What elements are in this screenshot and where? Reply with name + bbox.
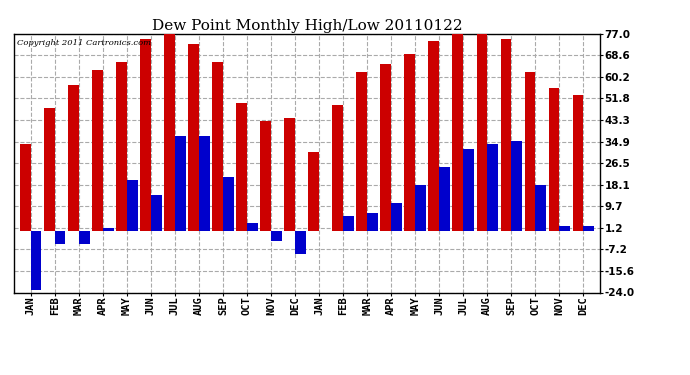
Bar [549, 87, 560, 231]
Bar [500, 39, 511, 231]
Bar [308, 152, 319, 231]
Bar [103, 228, 114, 231]
Bar [236, 103, 247, 231]
Bar [30, 231, 41, 290]
Bar [487, 144, 498, 231]
Bar [68, 85, 79, 231]
Bar [247, 224, 258, 231]
Bar [199, 136, 210, 231]
Bar [573, 95, 584, 231]
Bar [284, 118, 295, 231]
Bar [440, 167, 450, 231]
Bar [535, 185, 546, 231]
Bar [477, 34, 487, 231]
Bar [260, 121, 271, 231]
Bar [415, 185, 426, 231]
Bar [140, 39, 151, 231]
Bar [188, 44, 199, 231]
Bar [463, 149, 474, 231]
Bar [453, 34, 463, 231]
Bar [55, 231, 66, 244]
Bar [560, 226, 570, 231]
Bar [116, 62, 127, 231]
Bar [127, 180, 137, 231]
Bar [295, 231, 306, 254]
Bar [175, 136, 186, 231]
Bar [271, 231, 282, 241]
Bar [79, 231, 90, 244]
Bar [524, 72, 535, 231]
Bar [367, 213, 378, 231]
Bar [404, 54, 415, 231]
Bar [212, 62, 223, 231]
Bar [391, 203, 402, 231]
Bar [164, 34, 175, 231]
Bar [151, 195, 161, 231]
Bar [223, 177, 234, 231]
Bar [343, 216, 354, 231]
Bar [20, 144, 30, 231]
Bar [511, 141, 522, 231]
Bar [92, 70, 103, 231]
Bar [356, 72, 367, 231]
Text: Copyright 2011 Cartronics.com: Copyright 2011 Cartronics.com [17, 39, 151, 47]
Bar [584, 226, 594, 231]
Bar [380, 64, 391, 231]
Bar [333, 105, 343, 231]
Bar [428, 41, 440, 231]
Title: Dew Point Monthly High/Low 20110122: Dew Point Monthly High/Low 20110122 [152, 19, 462, 33]
Bar [44, 108, 55, 231]
